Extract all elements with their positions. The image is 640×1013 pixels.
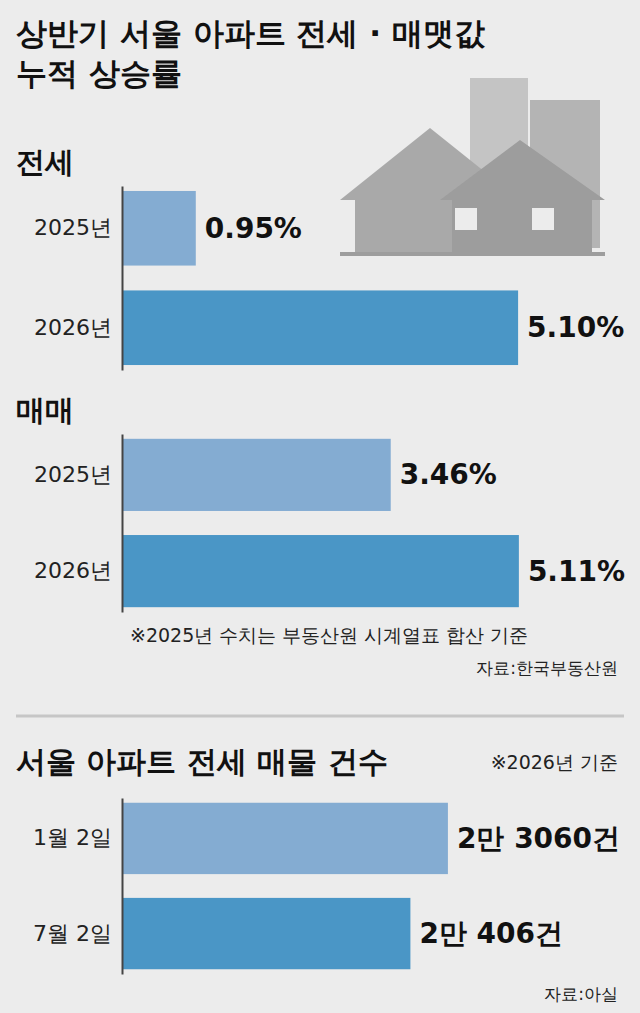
bar — [122, 803, 448, 874]
annotation: 자료:한국부동산원 — [476, 658, 618, 678]
chart-title: 매매 — [16, 393, 74, 427]
bar — [122, 898, 410, 969]
tick: 7월 2일 — [33, 921, 122, 946]
category-axis: 1월 2일 7월 2일 — [33, 799, 123, 975]
chart-subtitle: ※2026년 기준 — [491, 751, 618, 773]
tick-label: 2025년 — [34, 215, 112, 240]
annotation: 자료:아실 — [544, 984, 618, 1004]
category-axis: 2025년 2026년 — [34, 187, 123, 371]
data-label: 3.46% — [400, 458, 497, 491]
axis-line — [122, 799, 124, 975]
main-title: 상반기 서울 아파트 전세 · 매맷값누적 상승률 — [16, 15, 485, 91]
category-axis: 2025년 2026년 — [34, 435, 123, 613]
bar — [122, 290, 518, 365]
bars — [122, 803, 448, 969]
chart-panel: 전세 2025년 2026년 0.95% 5.10% — [16, 145, 624, 371]
axis-line — [122, 187, 124, 371]
chart-title: 전세 — [16, 145, 74, 179]
bars — [122, 439, 519, 607]
annotation: ※2025년 수치는 부동산원 시계열표 합산 기준 — [130, 624, 528, 646]
chart-title: 서울 아파트 전세 매물 건수 — [16, 744, 388, 779]
chart-panel: 매매 2025년 2026년 3.46% 5.11% ※2025년 수치는 부동산원 시계… — [16, 393, 625, 678]
data-label: 5.10% — [527, 311, 624, 344]
bar — [122, 191, 196, 266]
data-label: 5.11% — [528, 555, 625, 588]
tick-label: 7월 2일 — [33, 921, 112, 946]
tick: 2025년 — [34, 462, 122, 487]
chart-panel: 서울 아파트 전세 매물 건수 ※2026년 기준 1월 2일 7월 2일 2만 306… — [16, 744, 620, 1004]
divider — [16, 715, 624, 718]
data-label: 2만 3060건 — [457, 822, 620, 855]
data-label: 2만 406건 — [419, 917, 563, 950]
tick: 2026년 — [34, 558, 122, 583]
data-label: 0.95% — [205, 212, 302, 245]
icon-house — [440, 140, 605, 252]
tick: 1월 2일 — [33, 825, 122, 850]
bar — [122, 535, 519, 607]
icon-window — [532, 208, 554, 230]
tick-label: 2026년 — [34, 315, 112, 340]
canvas: 상반기 서울 아파트 전세 · 매맷값누적 상승률전세 2025년 2026년 0.9… — [0, 0, 640, 1013]
bars — [122, 191, 518, 365]
tick-label: 2026년 — [34, 558, 112, 583]
icon-ground — [340, 252, 605, 256]
tick: 2026년 — [34, 315, 122, 340]
background — [0, 0, 640, 1013]
icon-window — [455, 208, 477, 230]
house-icon — [340, 78, 605, 256]
bar — [122, 439, 391, 511]
tick-label: 1월 2일 — [33, 825, 112, 850]
tick-label: 2025년 — [34, 462, 112, 487]
tick: 2025년 — [34, 215, 122, 240]
axis-line — [122, 435, 124, 613]
